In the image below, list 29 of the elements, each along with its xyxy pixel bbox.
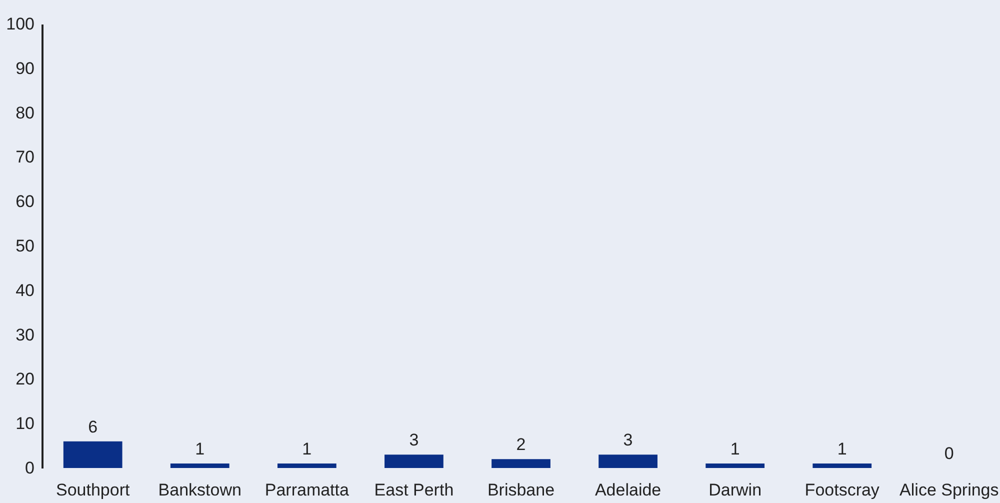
y-tick-label: 90 (16, 58, 34, 78)
data-label: 3 (409, 430, 419, 450)
y-tick-label: 80 (16, 103, 34, 122)
x-tick-label: Footscray (804, 480, 880, 500)
y-tick-label: 100 (6, 14, 34, 34)
data-label: 0 (944, 444, 954, 463)
y-tick-label: 60 (16, 192, 34, 212)
data-label: 1 (302, 440, 312, 459)
x-tick-label: Darwin (708, 480, 762, 500)
x-tick-label: Parramatta (264, 480, 350, 500)
data-label: 6 (88, 417, 98, 436)
data-label: 2 (516, 435, 526, 454)
y-tick-label: 40 (16, 280, 34, 300)
x-tick-label: Southport (56, 480, 130, 500)
y-tick-label: 50 (16, 236, 34, 256)
y-tick-label: 70 (16, 148, 34, 167)
x-tick-label: Alice Springs (900, 480, 999, 500)
data-label: 1 (730, 440, 740, 459)
data-label: 3 (623, 430, 633, 450)
y-tick-label: 20 (16, 370, 34, 389)
y-tick-label: 30 (16, 325, 34, 344)
x-tick-label: Bankstown (158, 480, 242, 500)
x-tick-label: Brisbane (487, 480, 555, 500)
x-tick-label: Adelaide (594, 480, 662, 500)
data-label: 1 (837, 440, 847, 459)
y-tick-label: 0 (25, 458, 34, 478)
y-tick-label: 10 (16, 414, 34, 434)
x-tick-label: East Perth (374, 480, 454, 500)
data-label: 1 (195, 440, 205, 459)
